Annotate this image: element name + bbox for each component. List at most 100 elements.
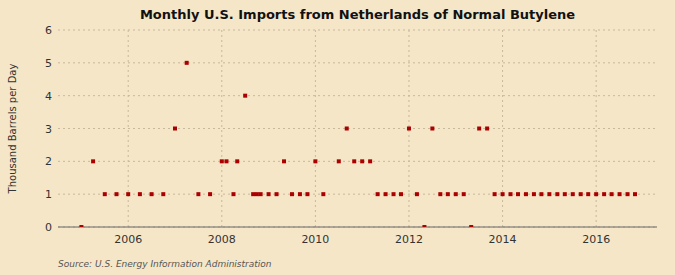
point — [594, 192, 598, 196]
x-tick-label: 2016 — [582, 233, 610, 246]
point — [454, 192, 458, 196]
y-grid-line — [58, 194, 657, 195]
point — [337, 159, 341, 163]
y-tick-label: 4 — [45, 90, 52, 103]
point — [185, 61, 189, 65]
point — [114, 192, 118, 196]
point — [173, 127, 177, 131]
x-grid-line — [128, 30, 129, 227]
y-grid-line — [58, 30, 657, 31]
point — [610, 192, 614, 196]
point — [345, 127, 349, 131]
point — [485, 127, 489, 131]
point — [446, 192, 450, 196]
source: Source: U.S. Energy Information Administ… — [58, 259, 272, 269]
point — [259, 192, 263, 196]
point — [352, 159, 356, 163]
point — [555, 192, 559, 196]
point — [79, 225, 83, 227]
x-tick-label: 2010 — [301, 233, 329, 246]
point — [231, 192, 235, 196]
y-axis-label: Thousand Barrels per Day — [7, 64, 18, 195]
point — [305, 192, 309, 196]
point — [438, 192, 442, 196]
point — [509, 192, 513, 196]
point — [422, 225, 426, 227]
point — [290, 192, 294, 196]
y-grid-line — [58, 227, 657, 228]
grid — [58, 30, 657, 227]
point — [126, 192, 130, 196]
point — [251, 192, 255, 196]
x-axis-line — [58, 227, 657, 228]
x-tick-label: 2006 — [114, 233, 142, 246]
y-grid-line — [58, 95, 657, 96]
axes: 0 1 2 3 4 5 6 2006 2008 2010 2012 2014 2016 — [45, 24, 657, 246]
point — [524, 192, 528, 196]
point — [376, 192, 380, 196]
point — [392, 192, 396, 196]
point — [150, 192, 154, 196]
point — [501, 192, 505, 196]
y-grid-line — [58, 161, 657, 162]
point — [563, 192, 567, 196]
point — [493, 192, 497, 196]
point — [196, 192, 200, 196]
title: Monthly U.S. Imports from Netherlands of… — [140, 7, 575, 22]
point — [360, 159, 364, 163]
point — [415, 192, 419, 196]
y-tick-label: 5 — [45, 57, 52, 70]
point — [462, 192, 466, 196]
x-tick-label: 2014 — [489, 233, 517, 246]
point — [399, 192, 403, 196]
point — [532, 192, 536, 196]
point — [407, 127, 411, 131]
point — [298, 192, 302, 196]
point — [547, 192, 551, 196]
point — [516, 192, 520, 196]
point — [368, 159, 372, 163]
y-tick-label: 3 — [45, 123, 52, 136]
point — [469, 225, 473, 227]
x-tick-label: 2012 — [395, 233, 423, 246]
point — [243, 94, 247, 98]
point — [103, 192, 107, 196]
chart: 0 1 2 3 4 5 6 2006 2008 2010 2012 2014 2016 Monthly U… — [0, 0, 675, 275]
y-grid-line — [58, 128, 657, 129]
point — [91, 159, 95, 163]
point — [626, 192, 630, 196]
x-tick-label: 2008 — [208, 233, 236, 246]
point — [586, 192, 590, 196]
y-grid-line — [58, 62, 657, 63]
point — [161, 192, 165, 196]
point — [571, 192, 575, 196]
x-grid-line — [596, 30, 597, 227]
x-grid-line — [221, 30, 222, 227]
point — [384, 192, 388, 196]
point — [539, 192, 543, 196]
point — [208, 192, 212, 196]
x-grid-line — [315, 30, 316, 227]
point — [430, 127, 434, 131]
point — [579, 192, 583, 196]
y-tick-label: 6 — [45, 24, 52, 37]
point — [138, 192, 142, 196]
point — [321, 192, 325, 196]
point — [618, 192, 622, 196]
point — [255, 192, 259, 196]
point — [602, 192, 606, 196]
y-tick-label: 0 — [45, 221, 52, 234]
point — [477, 127, 481, 131]
y-tick-label: 1 — [45, 188, 52, 201]
point — [313, 159, 317, 163]
point — [633, 192, 637, 196]
point — [275, 192, 279, 196]
point — [235, 159, 239, 163]
x-grid-line — [502, 30, 503, 227]
points — [79, 61, 637, 227]
point — [282, 159, 286, 163]
point — [224, 159, 228, 163]
point — [220, 159, 224, 163]
point — [267, 192, 271, 196]
y-tick-label: 2 — [45, 155, 52, 168]
